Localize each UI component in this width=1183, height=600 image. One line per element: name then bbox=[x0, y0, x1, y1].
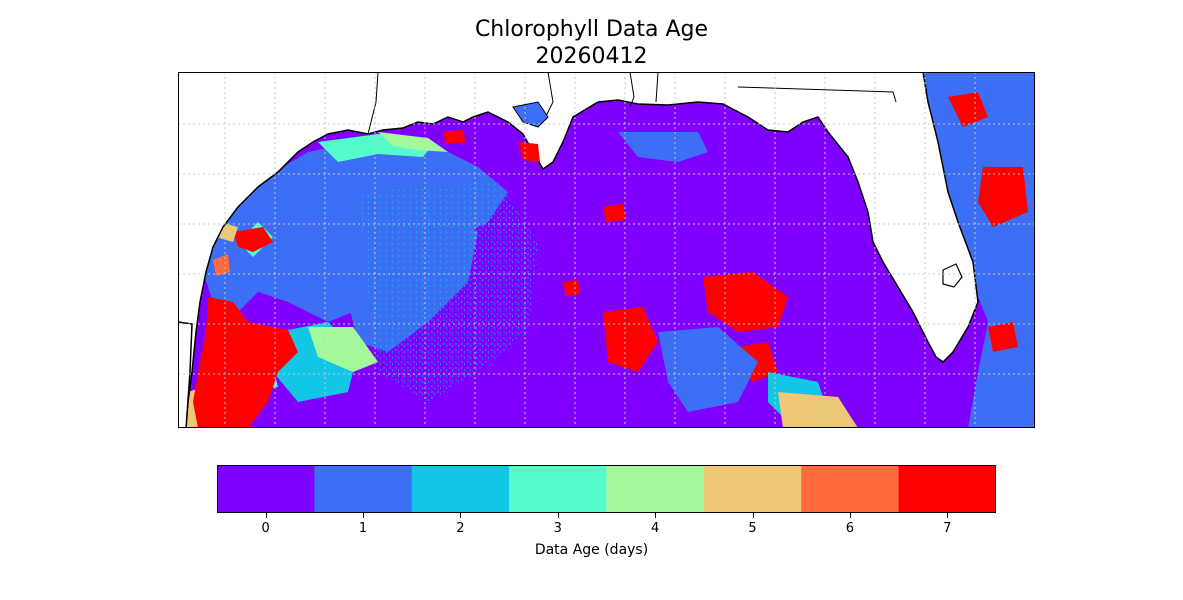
ocean-age-7-small1 bbox=[603, 204, 626, 222]
colorbar bbox=[217, 465, 996, 513]
colorbar-swatch-5 bbox=[703, 465, 802, 513]
map-title: Chlorophyll Data Age bbox=[474, 17, 709, 42]
ocean-age-7-tx2 bbox=[233, 227, 273, 252]
colorbar-tick-mark bbox=[655, 513, 657, 518]
ocean-age-7-tx bbox=[193, 297, 298, 428]
ocean-age-7-central1 bbox=[603, 307, 658, 372]
mississippi-delta bbox=[512, 101, 549, 128]
state-border bbox=[629, 72, 635, 108]
colorbar-swatch-4 bbox=[606, 465, 705, 513]
colorbar-swatch-6 bbox=[801, 465, 900, 513]
state-border bbox=[737, 86, 897, 103]
colorbar-tick-label: 4 bbox=[651, 521, 660, 536]
colorbar-ticks: 0 1 2 3 4 5 6 7 bbox=[217, 513, 996, 543]
ocean-age-4-shelf bbox=[378, 132, 448, 152]
colorbar-tick-label: 6 bbox=[845, 521, 855, 536]
colorbar-tick-mark bbox=[460, 513, 462, 518]
ocean-age-1-midplume bbox=[618, 132, 708, 162]
ocean-age-7-small2 bbox=[563, 280, 580, 296]
ocean-age-6-tx bbox=[213, 254, 230, 276]
land-us-gulf-coast bbox=[178, 72, 1035, 428]
colorbar-frame bbox=[217, 465, 996, 513]
gulf-of-mexico-map bbox=[178, 72, 1035, 428]
colorbar-tick-label: 5 bbox=[748, 521, 757, 536]
map-date: 20260412 bbox=[535, 44, 648, 69]
colorbar-tick-label: 0 bbox=[261, 521, 270, 536]
lake-okeechobee bbox=[942, 263, 963, 288]
colorbar-tick-mark bbox=[947, 513, 949, 518]
colorbar-tick-label: 2 bbox=[456, 521, 465, 536]
ocean-age-7-east1 bbox=[978, 167, 1028, 227]
colorbar-tick-label: 3 bbox=[553, 521, 562, 536]
delta-red bbox=[443, 130, 466, 144]
delta-red2 bbox=[518, 142, 540, 162]
colorbar-tick-label: 7 bbox=[943, 521, 952, 536]
ocean-age-5-central bbox=[778, 392, 858, 428]
graticule bbox=[178, 72, 1035, 428]
map-frame bbox=[178, 72, 1035, 428]
colorbar-swatch-7 bbox=[898, 465, 996, 513]
ocean-age-7-east3 bbox=[988, 322, 1018, 352]
colorbar-swatch-3 bbox=[509, 465, 607, 513]
ocean-age-7-central2 bbox=[703, 272, 788, 332]
ocean-age-7-east2 bbox=[948, 92, 988, 127]
colorbar-tick-mark bbox=[752, 513, 754, 518]
colorbar-tick-label: 1 bbox=[358, 521, 368, 536]
colorbar-tick-mark bbox=[265, 513, 267, 518]
colorbar-swatch-1 bbox=[314, 465, 413, 513]
ocean-age-1-central bbox=[658, 327, 758, 412]
colorbar-swatch-0 bbox=[217, 465, 315, 513]
ocean-speckle bbox=[358, 182, 538, 402]
colorbar-tick-mark bbox=[849, 513, 851, 518]
state-border bbox=[655, 72, 659, 103]
colorbar-swatch-2 bbox=[411, 465, 510, 513]
colorbar-tick-mark bbox=[557, 513, 559, 518]
state-border bbox=[367, 72, 379, 135]
colorbar-tick-mark bbox=[363, 513, 365, 518]
colorbar-label: Data Age (days) bbox=[534, 542, 649, 558]
